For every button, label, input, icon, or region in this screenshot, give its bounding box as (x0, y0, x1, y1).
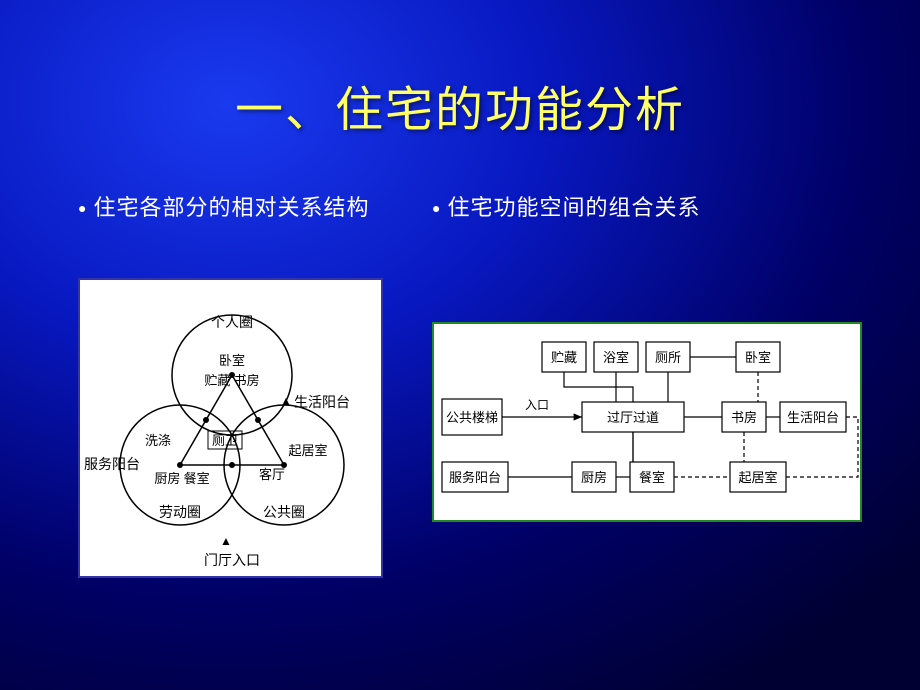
svg-text:书房: 书房 (731, 410, 757, 425)
bullet-icon: ● (432, 202, 441, 217)
slide-title: 一、住宅的功能分析 (0, 70, 920, 140)
svg-text:卧室: 卧室 (219, 353, 245, 368)
svg-text:个人圈: 个人圈 (211, 315, 253, 331)
svg-text:门厅入口: 门厅入口 (204, 553, 260, 569)
svg-text:起居室: 起居室 (288, 443, 327, 458)
svg-text:起居室: 起居室 (738, 470, 777, 485)
svg-text:过厅过道: 过厅过道 (607, 410, 659, 425)
subtitle-right-text: 住宅功能空间的组合关系 (447, 195, 700, 220)
svg-text:贮藏 书房: 贮藏 书房 (204, 373, 259, 388)
venn-diagram: 个人圈卧室贮藏 书房洗涤厕卫厨房 餐室劳动圈起居室客厅公共圈▲生活阳台▲门厅入口… (78, 278, 383, 578)
svg-text:餐室: 餐室 (639, 470, 665, 485)
svg-text:服务阳台: 服务阳台 (84, 457, 140, 473)
svg-text:入口: 入口 (525, 398, 549, 412)
svg-text:厨房 餐室: 厨房 餐室 (154, 471, 209, 486)
svg-text:洗涤: 洗涤 (145, 433, 171, 448)
svg-text:公共楼梯: 公共楼梯 (446, 410, 498, 425)
svg-text:▲: ▲ (220, 534, 232, 548)
subtitle-right: ● 住宅功能空间的组合关系 (432, 190, 700, 222)
subtitle-left-text: 住宅各部分的相对关系结构 (93, 195, 369, 220)
svg-text:生活阳台: 生活阳台 (294, 395, 350, 411)
bullet-icon: ● (78, 202, 87, 217)
svg-text:厕所: 厕所 (655, 350, 681, 365)
svg-text:浴室: 浴室 (603, 350, 629, 365)
flow-diagram: 公共楼梯 贮藏 浴室 厕所 卧室过厅过道 书房 生活阳台服务阳台 厨房 餐室 起居室 入口 (432, 322, 862, 522)
svg-text:服务阳台: 服务阳台 (449, 470, 501, 485)
svg-text:贮藏: 贮藏 (551, 350, 577, 365)
svg-text:厕卫: 厕卫 (212, 433, 238, 448)
subtitle-left: ● 住宅各部分的相对关系结构 (78, 190, 369, 222)
svg-text:客厅: 客厅 (259, 467, 285, 482)
svg-text:▲: ▲ (280, 394, 292, 408)
svg-text:劳动圈: 劳动圈 (159, 505, 201, 521)
svg-text:生活阳台: 生活阳台 (787, 410, 839, 425)
svg-text:卧室: 卧室 (745, 350, 771, 365)
svg-text:公共圈: 公共圈 (263, 505, 305, 521)
svg-text:厨房: 厨房 (581, 470, 607, 485)
